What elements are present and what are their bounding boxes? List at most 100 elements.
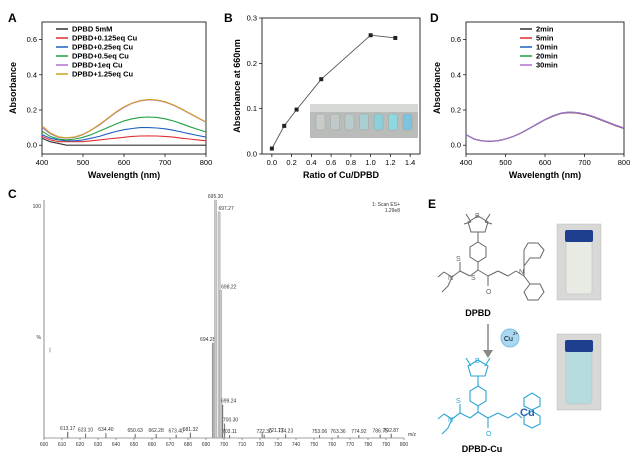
peak-label: 698.22 [221,284,237,290]
spectrum-peak [155,434,157,439]
peak-label: 697.27 [218,206,234,212]
y-tick-label: 0.2 [27,106,37,115]
series-line [41,135,207,143]
series-line [465,111,625,142]
data-point [294,107,299,112]
panel-letter-e: E [428,197,436,211]
x-tick-label: 790 [382,442,391,448]
y-tick-label: 0.0 [247,150,257,159]
boronate-ring [467,215,489,233]
panel-d-time-spectrum: 400 500 600 700 800 0.0 0.2 0.4 0.6 Wavelength (n… [432,21,630,180]
peak-label: 753.06 [312,429,328,435]
x-tick-label: 400 [460,158,473,167]
cu-ion-charge: 2+ [513,331,519,336]
series-line [41,127,207,142]
x-tick-label: 1.0 [365,158,375,167]
x-tick-label: 1.4 [405,158,415,167]
pyridine-ring-cu-bottom [523,410,541,429]
boronate-ring-bottom [467,359,489,377]
atom-s-bottom: S [456,398,461,405]
inset-vial [402,113,413,131]
y-tick-label: 0.6 [27,35,37,44]
spectrum-peak [263,434,265,439]
data-point [393,35,398,40]
y-axis-title: Absorbance at 660nm [232,39,242,133]
series-line [271,34,396,149]
legend-label: 30min [536,61,558,70]
x-axis-title: Wavelength (nm) [88,170,160,180]
inset-vial [315,113,326,131]
x-tick-label: 760 [328,442,337,448]
panel-letter-c: C [8,187,17,201]
y-tick-label: 0.4 [27,70,37,79]
peak-label: 699.24 [221,399,237,405]
peak-label: 721.17 [268,428,284,434]
spectrum-peak [214,199,217,439]
peak-label: 792.87 [384,428,400,434]
legend-label: 20min [536,52,558,61]
scan-header: 1: Scan ES+ [372,202,400,208]
x-tick-label: 770 [346,442,355,448]
x-tick-label: 500 [499,158,512,167]
data-point [282,123,287,128]
dpbd-label: DPBD [465,308,491,318]
data-point [269,146,274,151]
spectrum-peak [285,434,287,439]
peak-label: 694.28 [200,337,216,343]
series-line [41,116,207,141]
legend-label: 10min [536,43,558,52]
pyridine-ring-top [523,242,545,268]
atom-o-top: O [486,289,492,296]
spectrum-peak [175,434,177,439]
x-tick-label: 700 [159,158,172,167]
panel-c-mass-spectrum: 100% 1: Scan ES+1.29e8 600 610 620 630 640 650 6… [33,194,417,448]
panel-letter-b: B [224,11,233,25]
x-axis-title: Wavelength (nm) [509,170,581,180]
x-tick-label: 0.4 [306,158,316,167]
y-top-label: 100 [33,204,42,210]
inset-vial [330,113,340,131]
atom-b-top: B [475,213,480,220]
dpbd-structure [437,213,545,301]
x-tick-label: 680 [184,442,193,448]
legend-label: 2min [536,25,554,34]
pyridine-ring-cu-top [523,392,541,411]
peak-label: 613.17 [60,426,76,432]
spectrum-peak [67,431,69,439]
spectrum-peak [261,432,263,439]
x-tick-label: 800 [200,158,213,167]
x-tick-label: 1.2 [385,158,395,167]
x-tick-label: 690 [202,442,211,448]
panel-e-structures: B S S N O N DPBD Cu 2+ [437,213,602,454]
y-tick-label: 0.2 [451,106,461,115]
vial-top-cap [565,230,593,242]
y-percent-mark: % [37,335,42,341]
panel-letter-a: A [8,11,17,25]
spectrum-peak [219,290,223,439]
x-tick-label: 730 [274,442,283,448]
y-axis-title: Absorbance [8,62,18,114]
spectrum-peak [105,433,107,439]
spectrum-peak [379,434,381,439]
series-line [41,98,207,139]
x-tick-label: 670 [166,442,175,448]
series-line [465,112,625,142]
x-axis-title: Ratio of Cu/DPBD [303,170,379,180]
x-tick-label: 600 [539,158,552,167]
y-tick-label: 0.0 [451,141,461,150]
plot-frame [261,17,421,155]
legend-label: DPBD+0.5eq Cu [72,52,129,61]
x-tick-label: 0.2 [286,158,296,167]
series-line [465,111,625,142]
peak-label: 763.36 [330,429,346,435]
spectrum-peak [337,434,339,439]
series-line [465,111,625,142]
legend-label: DPBD 5mM [72,25,112,34]
spectrum-peak [222,404,224,439]
inset-vial [359,113,369,131]
x-tick-label: 0.8 [346,158,356,167]
x-tick-label: 700 [220,442,229,448]
x-tick-label: 640 [112,442,121,448]
y-tick-label: 0.6 [451,35,461,44]
